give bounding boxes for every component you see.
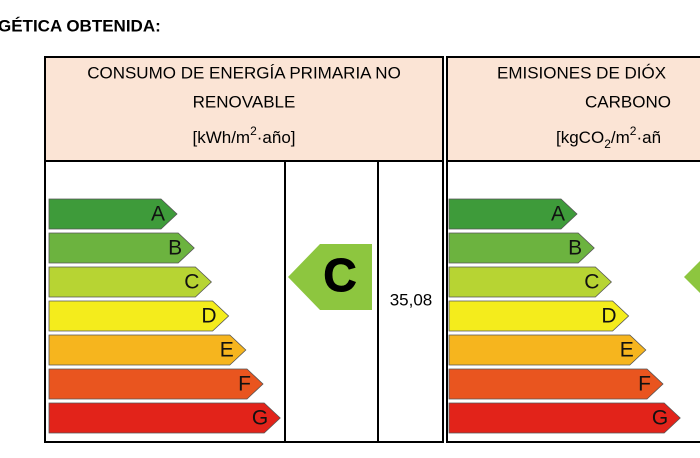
scale-arrow [448, 266, 612, 298]
scale-arrow [448, 334, 647, 366]
scale-arrow [448, 300, 630, 332]
table-title: CARBONO [585, 92, 671, 111]
scale-letter: A [151, 203, 165, 226]
table-title: CONSUMO DE ENERGÍA PRIMARIA NO [87, 63, 401, 82]
scale-letter: B [568, 237, 582, 260]
scale-arrow [48, 266, 212, 298]
scale-arrow [48, 232, 195, 264]
table-title: RENOVABLE [193, 92, 296, 111]
rating-letter: C [323, 249, 356, 301]
scale-letter: F [638, 373, 651, 396]
table-title: EMISIONES DE DIÓX [497, 63, 666, 82]
scale-arrow [448, 198, 578, 230]
scale-letter: C [184, 271, 199, 294]
header-bg [45, 57, 443, 161]
table-borders [44, 56, 700, 443]
scale-letter: E [220, 339, 234, 362]
unit-sup: 2 [630, 124, 637, 138]
scale-letter: A [551, 203, 565, 226]
scale-arrow [448, 232, 595, 264]
unit-sub: 2 [604, 137, 611, 151]
scale-arrow [48, 368, 264, 400]
unit-part: [kgCO [556, 128, 604, 147]
unit-part: ·añ [636, 128, 661, 147]
scale-letter: E [620, 339, 634, 362]
scale-arrow [48, 300, 230, 332]
rating-arrow [684, 261, 700, 293]
scale-letter: C [584, 271, 599, 294]
scale-arrow [48, 198, 178, 230]
header-bg [447, 57, 700, 161]
unit-part: [kWh/m [192, 128, 250, 147]
scale-letter: G [652, 407, 668, 430]
unit-part: /m [611, 128, 630, 147]
unit-part: ·año] [257, 128, 296, 147]
unit: [kWh/m2·año] [192, 124, 295, 147]
scale-arrow [448, 402, 681, 434]
scale-letter: F [238, 373, 251, 396]
value: 35,08 [390, 290, 433, 309]
scale-arrow [448, 368, 664, 400]
rating-arrow [288, 244, 372, 310]
scale-letter: D [201, 305, 216, 328]
unit-sup: 2 [250, 124, 257, 138]
scale-letter: G [252, 407, 268, 430]
unit: [kgCO2/m2·añ [556, 124, 661, 151]
scale-arrow [48, 334, 247, 366]
scale-letter: D [601, 305, 616, 328]
heading: GÉTICA OBTENIDA: [0, 16, 161, 35]
scale-arrow [48, 402, 281, 434]
scale-letter: B [168, 237, 182, 260]
